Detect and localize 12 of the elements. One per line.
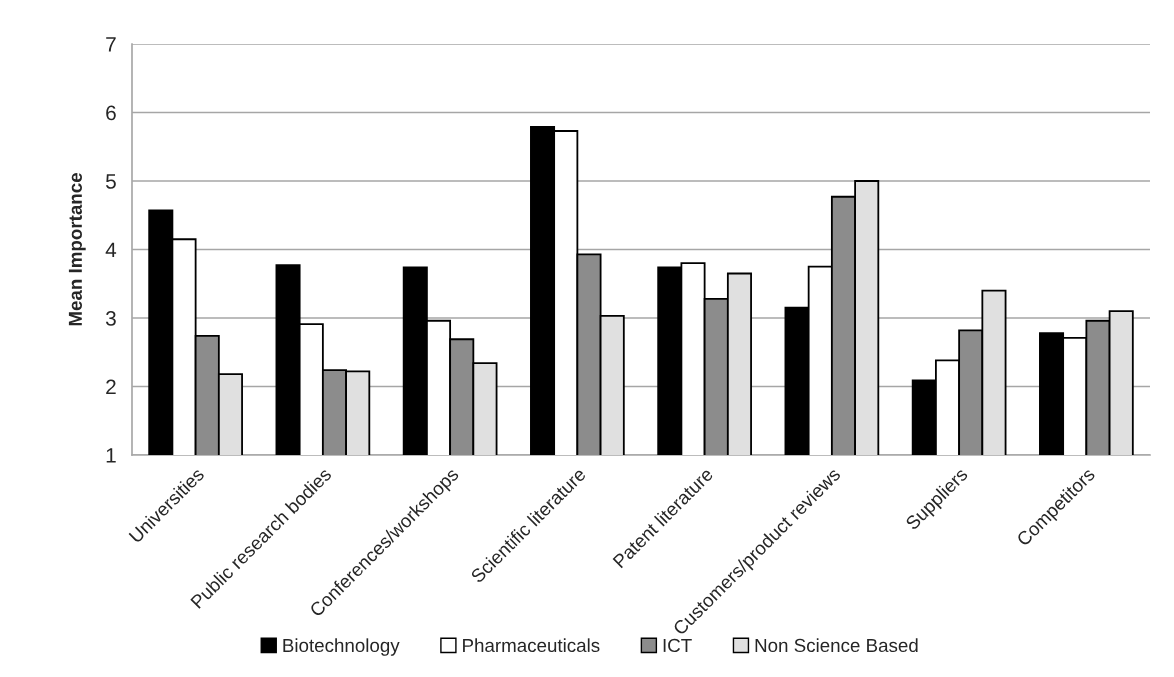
y-axis-title: Mean Importance [68,173,86,326]
legend-label: Biotechnology [283,638,400,656]
legend-label: ICT [663,638,692,653]
y-tick-label: 1 [106,448,116,463]
legend-label: Pharmaceuticals [463,638,600,653]
y-tick-label: 3 [105,311,116,326]
y-tick-label: 2 [106,379,116,395]
y-tick-label: 5 [105,174,116,189]
legend-label: Non Science Based [755,638,918,653]
y-tick-label: 6 [106,105,116,121]
y-tick-label: 4 [105,242,117,258]
y-tick-label: 7 [106,37,116,52]
